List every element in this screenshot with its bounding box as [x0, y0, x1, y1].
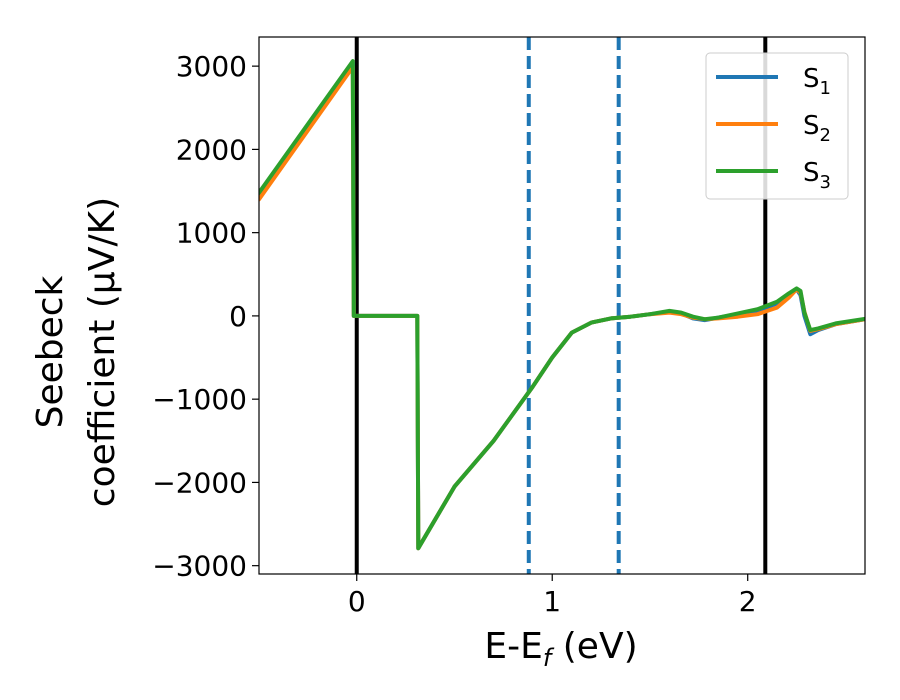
y-axis-title-line2: coefficient (μV/K)	[82, 197, 123, 507]
x-axis-title-units: (eV)	[551, 626, 637, 667]
x-tick-label: 0	[348, 585, 366, 618]
legend: S1 S2 S3	[705, 52, 849, 200]
x-tick-label: 2	[739, 585, 757, 618]
x-axis-title: E-Ef (eV)	[484, 626, 637, 672]
y-axis-title: Seebeck coefficient (μV/K)	[30, 197, 123, 507]
y-tick-label: 2000	[176, 133, 247, 166]
y-axis-title-line1: Seebeck	[30, 275, 71, 428]
legend-label-s2: S2	[803, 111, 831, 146]
y-tick-label: −3000	[152, 550, 247, 583]
legend-label-s1: S1	[803, 64, 831, 99]
legend-label-s3: S3	[803, 158, 831, 193]
y-tick-label: −1000	[152, 383, 247, 416]
x-axis-title-main: E-E	[484, 626, 542, 667]
y-tick-label: 1000	[176, 217, 247, 250]
y-tick-label: 3000	[176, 50, 247, 83]
axes-box	[258, 36, 866, 575]
x-tick-label: 1	[543, 585, 561, 618]
y-tick-label: −2000	[152, 466, 247, 499]
x-axis: 0 1 2	[348, 574, 757, 618]
axes-frame	[258, 36, 866, 575]
y-tick-label: 0	[229, 300, 247, 333]
y-axis: −3000 −2000 −1000 0 1000 2000 3000	[152, 50, 259, 583]
series-line-s3	[259, 59, 865, 551]
